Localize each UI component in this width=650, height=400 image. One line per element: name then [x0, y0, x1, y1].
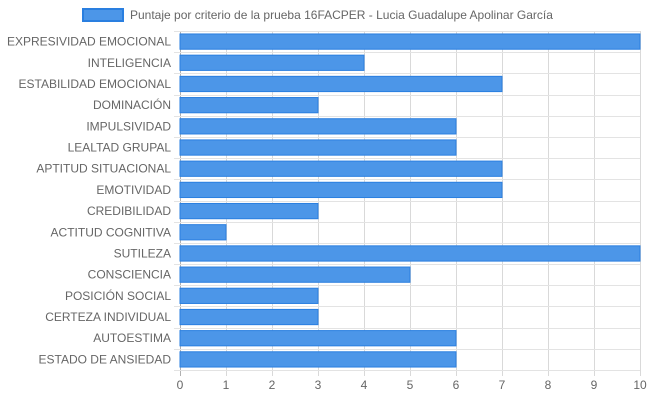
bar[interactable]	[179, 287, 319, 304]
bar[interactable]	[179, 266, 411, 283]
y-tick-label: DOMINACIÓN	[93, 97, 171, 112]
bar[interactable]	[179, 245, 641, 262]
y-tick-label: ESTADO DE ANSIEDAD	[39, 352, 172, 366]
legend-label: Puntaje por criterio de la prueba 16FACP…	[130, 8, 553, 22]
x-tick-label: 8	[545, 378, 552, 392]
y-tick-label: LEALTAD GRUPAL	[68, 141, 172, 155]
bar[interactable]	[179, 224, 227, 241]
bar[interactable]	[179, 97, 319, 114]
bar[interactable]	[179, 75, 503, 93]
x-tick-label: 3	[315, 378, 322, 392]
y-axis-labels: EXPRESIVIDAD EMOCIONAL INTELIGENCIA ESTABI…	[7, 35, 171, 367]
bar[interactable]	[179, 160, 503, 177]
x-tick-label: 10	[633, 378, 647, 392]
y-tick-label: APTITUD SITUACIONAL	[36, 162, 171, 176]
y-tick-label: SUTILEZA	[114, 246, 171, 260]
bar[interactable]	[179, 308, 319, 326]
y-tick-label: ACTITUD COGNITIVA	[51, 225, 171, 239]
bar[interactable]	[179, 118, 457, 135]
y-tick-label: INTELIGENCIA	[88, 56, 171, 70]
x-tick-label: 9	[591, 378, 598, 392]
bar[interactable]	[179, 54, 365, 71]
bar[interactable]	[179, 330, 457, 347]
legend-swatch	[82, 8, 124, 22]
y-tick-label: ESTABILIDAD EMOCIONAL	[19, 77, 172, 91]
x-tick-label: 6	[453, 378, 460, 392]
bar[interactable]	[179, 181, 503, 199]
x-tick-label: 5	[407, 378, 414, 392]
y-tick-label: EMOTIVIDAD	[96, 183, 171, 197]
x-tick-label: 7	[499, 378, 506, 392]
x-tick-label: 4	[361, 378, 368, 392]
y-tick-label: EXPRESIVIDAD EMOCIONAL	[7, 35, 171, 49]
x-tick-label: 1	[223, 378, 230, 392]
y-tick-label: POSICIÓN SOCIAL	[65, 288, 171, 303]
legend[interactable]: Puntaje por criterio de la prueba 16FACP…	[82, 8, 553, 22]
y-tick-label: CREDIBILIDAD	[87, 204, 171, 218]
y-tick-label: CERTEZA INDIVIDUAL	[45, 310, 171, 324]
y-tick-label: CONSCIENCIA	[88, 268, 171, 282]
bar[interactable]	[179, 139, 457, 156]
bar[interactable]	[179, 202, 319, 220]
bar[interactable]	[179, 351, 457, 368]
x-tick-label: 0	[177, 378, 184, 392]
bar[interactable]	[179, 33, 641, 50]
x-tick-label: 2	[269, 378, 276, 392]
x-axis-labels: 0 1 2 3 4 5 6 7 8 9 10	[177, 378, 647, 392]
bars	[179, 33, 641, 368]
y-tick-label: AUTOESTIMA	[93, 331, 171, 345]
y-tick-label: IMPULSIVIDAD	[86, 119, 171, 133]
